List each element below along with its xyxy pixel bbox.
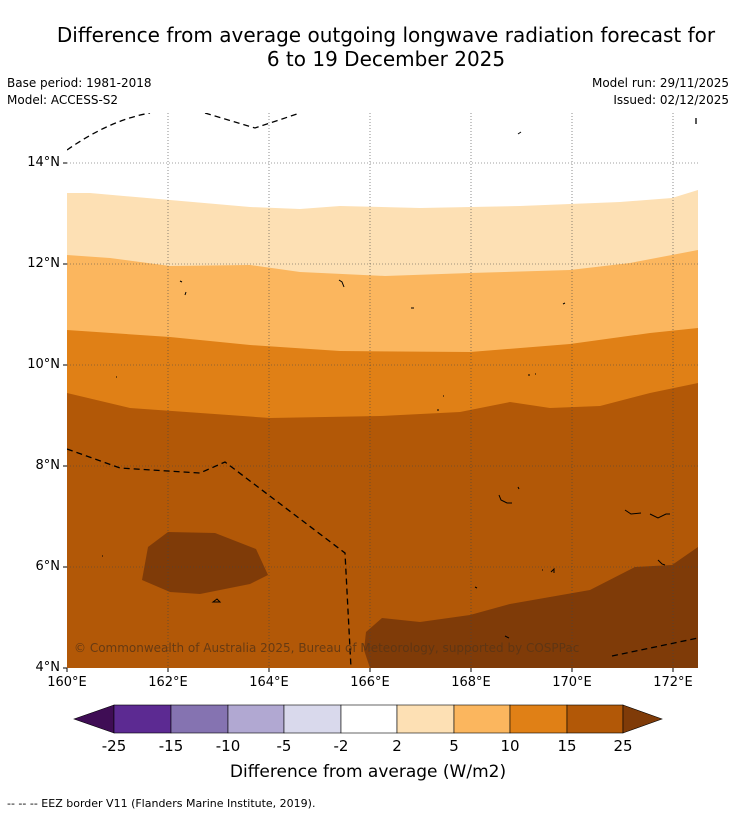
lon-label-170e: 170°E xyxy=(552,675,592,690)
lon-label-162e: 162°E xyxy=(148,675,188,690)
graticule xyxy=(67,113,698,668)
map-title-line1: Difference from average outgoing longwav… xyxy=(56,23,716,47)
colorbar-bin-p15-p25 xyxy=(566,704,624,734)
map-title-line2: 6 to 19 December 2025 xyxy=(266,47,506,71)
colorbar-bin-p5-p10 xyxy=(453,704,511,734)
lon-label-160e: 160°E xyxy=(47,675,87,690)
colorbar-title: Difference from average (W/m2) xyxy=(229,762,507,782)
lat-label-12n: 12°N xyxy=(27,256,60,271)
lat-label-10n: 10°N xyxy=(27,357,60,372)
colorbar-tick-label: 5 xyxy=(449,737,459,755)
eez-border xyxy=(67,113,698,668)
issued-date: Issued: 02/12/2025 xyxy=(613,93,729,107)
eez-footnote: -- -- -- EEZ border V11 (Flanders Marine… xyxy=(7,797,316,810)
anomaly-field xyxy=(67,113,698,668)
colorbar xyxy=(73,704,663,734)
model-run: Model run: 29/11/2025 xyxy=(591,76,729,90)
colorbar-bin-p2-p5 xyxy=(396,704,455,734)
colorbar-bin-n15-n10 xyxy=(170,704,229,734)
model-name: Model: ACCESS-S2 xyxy=(7,93,119,107)
lon-label-166e: 166°E xyxy=(350,675,390,690)
base-period: Base period: 1981-2018 xyxy=(7,76,152,90)
colorbar-bin-n5-n2 xyxy=(283,704,342,734)
colorbar-bin-p10-p15 xyxy=(509,704,568,734)
colorbar-tick-label: 2 xyxy=(392,737,402,755)
island-outlines xyxy=(102,131,670,639)
lat-label-8n: 8°N xyxy=(35,458,61,473)
colorbar-bin-n25-n15 xyxy=(113,704,172,734)
colorbar-tick-label: 15 xyxy=(557,737,577,755)
lat-label-6n: 6°N xyxy=(35,559,61,574)
colorbar-tick-label: -10 xyxy=(215,737,241,755)
colorbar-extend-max xyxy=(622,704,663,734)
colorbar-tick-label: 25 xyxy=(613,737,633,755)
lon-label-172e: 172°E xyxy=(653,675,693,690)
colorbar-tick-label: 10 xyxy=(500,737,520,755)
colorbar-tick-label: -15 xyxy=(158,737,184,755)
colorbar-tick-label: -5 xyxy=(276,737,292,755)
colorbar-bin-n2-p2 xyxy=(340,704,398,734)
colorbar-tick-label: -25 xyxy=(101,737,127,755)
copyright-notice: © Commonwealth of Australia 2025, Bureau… xyxy=(74,641,580,655)
lat-label-14n: 14°N xyxy=(27,155,60,170)
lon-label-168e: 168°E xyxy=(451,675,491,690)
axis-ticks xyxy=(63,162,674,672)
colorbar-tick-label: -2 xyxy=(333,737,349,755)
band-above-25-west xyxy=(142,532,268,594)
colorbar-extend-min xyxy=(73,704,115,734)
band-15-to-25 xyxy=(67,383,698,668)
lat-label-4n: 4°N xyxy=(35,660,61,675)
colorbar-bin-n10-n5 xyxy=(227,704,285,734)
band-above-25-south xyxy=(364,547,698,668)
lon-label-164e: 164°E xyxy=(249,675,289,690)
